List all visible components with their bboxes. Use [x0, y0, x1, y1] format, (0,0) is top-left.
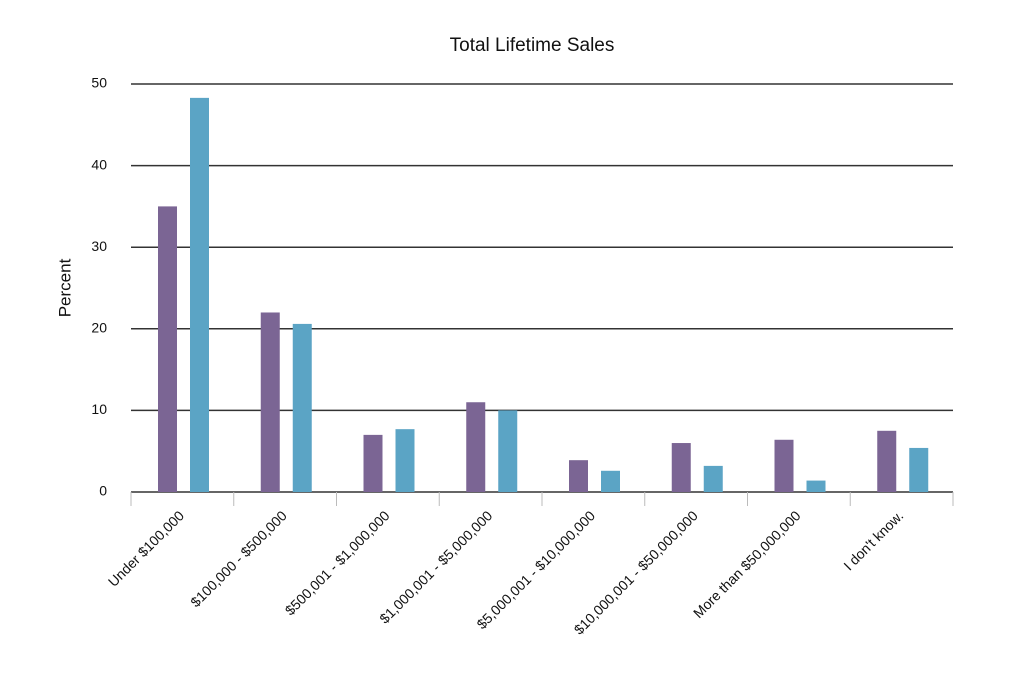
y-tick-label: 40	[91, 156, 107, 172]
bar	[774, 439, 794, 492]
x-tick-label: $500,001 - $1,000,000	[282, 507, 393, 618]
bar	[569, 460, 588, 492]
y-tick-label: 50	[91, 75, 107, 91]
x-tick-label: Under $100,000	[105, 507, 187, 589]
y-tick-label: 20	[91, 320, 107, 336]
x-tick-label: $5,000,001 - $10,000,000	[473, 507, 598, 632]
x-tick-label: $100,000 - $500,000	[187, 507, 290, 610]
y-tick-label: 30	[91, 238, 107, 254]
bar	[498, 410, 518, 492]
x-tick-label: $10,000,001 - $50,000,000	[571, 507, 701, 637]
bar	[190, 97, 209, 492]
bar	[806, 480, 826, 492]
bar	[363, 434, 383, 492]
bar	[292, 323, 312, 492]
bar	[601, 470, 620, 492]
bar	[909, 447, 929, 492]
bar	[466, 402, 486, 492]
bar	[877, 430, 897, 492]
y-tick-label: 10	[91, 401, 107, 417]
bar	[703, 465, 723, 492]
y-tick-label: 0	[99, 483, 107, 499]
chart-title: Total Lifetime Sales	[450, 35, 615, 56]
bar	[158, 206, 177, 492]
bar	[671, 443, 691, 492]
bar	[260, 312, 280, 492]
x-tick-label: $1,000,001 - $5,000,000	[376, 507, 495, 626]
y-axis-label: Percent	[55, 258, 74, 317]
x-tick-label: I don't know.	[840, 507, 906, 573]
x-tick-label: More than $50,000,000	[690, 507, 804, 621]
bar	[395, 429, 415, 492]
